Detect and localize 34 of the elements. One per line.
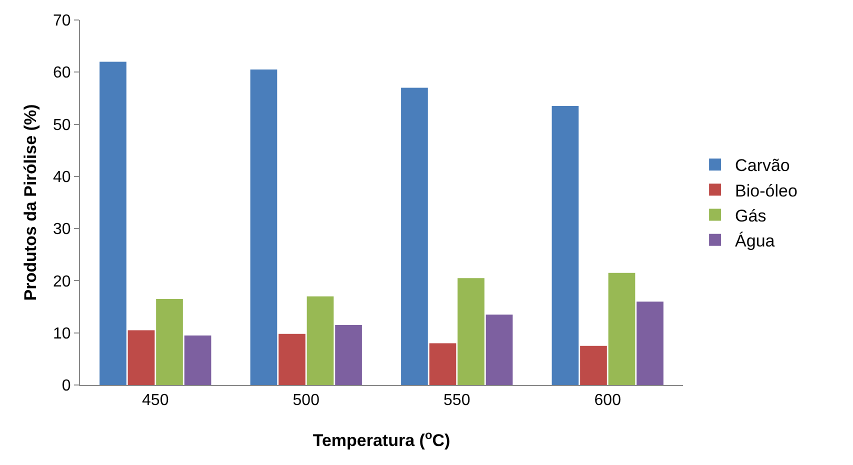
bar [250,70,278,385]
legend-label: Carvão [735,156,790,176]
bar [100,62,126,385]
y-tick-label: 0 [62,378,71,395]
y-tick-label: 60 [53,64,71,82]
legend-label: Gás [735,206,766,226]
bar [429,343,456,385]
x-axis-title: Temperatura ($^{o}$C) [312,428,450,450]
y-axis-title: Produtos da Pirólise (%) [21,104,40,301]
legend-label: Água [735,231,776,250]
y-tick-label: 70 [53,12,71,30]
bar [156,298,183,385]
y-tick-label: 30 [53,221,71,238]
bar [278,334,306,385]
y-tick-label: 50 [53,116,71,134]
y-tick-label: 20 [53,273,71,290]
bar [580,346,607,385]
bar [401,88,428,385]
bar [608,272,636,385]
x-tick-label: 550 [444,392,470,410]
legend-label: Bio-óleo [735,181,798,200]
x-tick-label: 450 [142,392,169,410]
x-tick-label: 600 [594,392,622,410]
bar [306,296,334,385]
y-tick-label: 10 [53,325,71,342]
x-tick-label: 500 [292,392,320,410]
bar [486,314,513,385]
bar [335,325,362,385]
bar [128,330,155,385]
bar [552,106,579,385]
y-tick-label: 40 [53,169,71,186]
bar [184,335,212,385]
bar [636,302,664,385]
bar [458,278,484,385]
